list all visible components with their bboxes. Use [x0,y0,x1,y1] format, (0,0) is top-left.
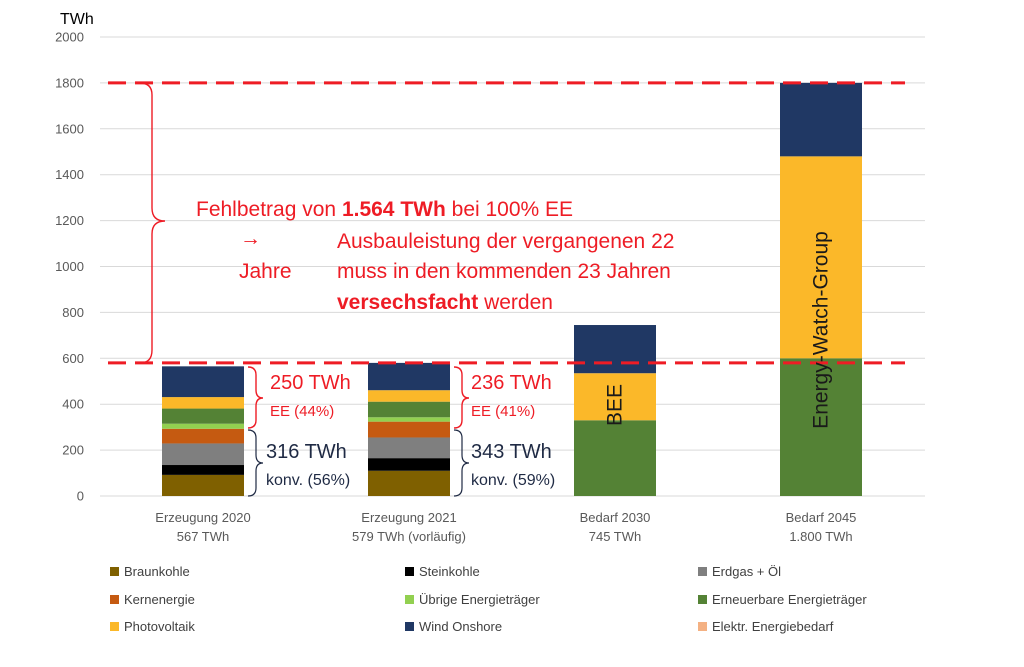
bars [162,82,862,496]
y-tick-label-1600: 1600 [55,121,84,136]
annotation-gap-line1-suffix: bei 100% EE [446,198,573,221]
legend-label-4: Übrige Energieträger [419,592,540,607]
legend-label-6: Photovoltaik [124,619,195,634]
legend-swatch-1 [405,567,414,576]
legend-label-5: Erneuerbare Energieträger [712,592,867,607]
x-category-label-0: Erzeugung 2020 [155,510,250,525]
bar-0-series-2 [162,443,244,466]
brace-ee-2020 [247,366,264,429]
bar-1-series-4 [368,417,450,422]
annotation-ee-2021-share: EE (41%) [471,403,535,420]
legend-label-8: Elektr. Energiebedarf [712,619,834,634]
annotation-ee-2020-value: 250 TWh [270,372,351,394]
bar-0-series-1 [162,465,244,475]
bar-labels: BEE Energy-Watch-Group [604,231,833,429]
brace-konv-2021 [453,429,470,497]
legend-label-3: Kernenergie [124,592,195,607]
annotation-gap-line1-prefix: Fehlbetrag von [196,198,342,221]
bar-0-series-0 [162,474,244,496]
bar-2-series-6 [574,373,656,421]
bar-label-0: BEE [604,384,627,426]
annotation-gap-line3: muss in den kommenden 23 Jahren [337,260,671,283]
legend-swatch-8 [698,622,707,631]
bar-0-series-5 [162,408,244,424]
y-tick-label-1400: 1400 [55,167,84,182]
legend-swatch-6 [110,622,119,631]
bar-3-series-6 [780,156,862,359]
annotation-konv-2021-value: 343 TWh [471,441,552,463]
legend-swatch-4 [405,595,414,604]
bar-0-series-7 [162,366,244,398]
bar-0-series-6 [162,397,244,409]
brace-gap [139,82,166,364]
legend-swatch-7 [405,622,414,631]
bar-1-series-5 [368,401,450,418]
bar-label-1: Energy-Watch-Group [810,231,833,429]
annotation-gap-line4-suffix: werden [478,291,553,314]
bar-1-series-1 [368,458,450,471]
annotation-gap-line2-end: Jahre [239,260,292,283]
y-axis: TWh 0 200 400 600 800 1000 1200 1400 1600 1800 200… [55,11,94,504]
annotation-gap-line1-bold: 1.564 TWh [342,198,446,221]
legend-swatch-2 [698,567,707,576]
bar-2-series-5 [574,420,656,496]
brace-ee-2021 [453,366,470,429]
x-category-sublabel-3: 1.800 TWh [789,529,852,544]
bar-1-series-2 [368,437,450,459]
annotation-konv-2020-share: konv. (56%) [266,472,350,489]
bar-2-series-7 [574,325,656,374]
annotation-gap-line4: versechsfacht werden [337,291,553,314]
annotation-gap-line1: Fehlbetrag von 1.564 TWh bei 100% EE [196,198,573,221]
x-axis-categories: Erzeugung 2020 567 TWh Erzeugung 2021 579 T… [155,510,856,544]
legend-label-0: Braunkohle [124,564,190,579]
annotation-ee-2021-value: 236 TWh [471,372,552,394]
legend-swatch-5 [698,595,707,604]
brace-konv-2020 [247,429,264,497]
legend-label-2: Erdgas + Öl [712,564,781,579]
legend: Braunkohle Steinkohle Erdgas + Öl Kernenerg… [110,564,867,634]
annotation-gap-line2: Ausbauleistung der vergangenen 22 [337,230,674,253]
annotation-ee-2020-share: EE (44%) [270,403,334,420]
y-tick-label-200: 200 [62,443,84,458]
bar-3-series-7 [780,82,862,157]
y-tick-label-800: 800 [62,305,84,320]
legend-swatch-3 [110,595,119,604]
reference-lines [108,81,905,365]
annotation-arrow: → [240,227,261,250]
y-tick-label-400: 400 [62,397,84,412]
x-category-label-3: Bedarf 2045 [786,510,857,525]
legend-label-1: Steinkohle [419,564,480,579]
annotation-gap-line4-bold: versechsfacht [337,291,478,314]
annotation-konv-2021-share: konv. (59%) [471,472,555,489]
bar-3-series-5 [780,358,862,496]
legend-swatch-0 [110,567,119,576]
annotation-konv-2020-value: 316 TWh [266,441,347,463]
bar-1-series-6 [368,390,450,402]
legend-label-7: Wind Onshore [419,619,502,634]
y-tick-label-0: 0 [77,489,84,504]
bar-0-series-4 [162,423,244,429]
x-category-label-1: Erzeugung 2021 [361,510,456,525]
bar-0-series-3 [162,428,244,444]
x-category-sublabel-2: 745 TWh [589,529,642,544]
y-tick-label-600: 600 [62,351,84,366]
x-category-sublabel-1: 579 TWh (vorläufig) [352,529,466,544]
x-category-sublabel-0: 567 TWh [177,529,230,544]
bar-1-series-7 [368,362,450,391]
y-tick-label-1200: 1200 [55,213,84,228]
bar-1-series-0 [368,470,450,496]
y-tick-label-1800: 1800 [55,75,84,90]
y-axis-unit-label: TWh [60,11,94,28]
x-category-label-2: Bedarf 2030 [580,510,651,525]
y-tick-label-1000: 1000 [55,259,84,274]
bar-1-series-3 [368,421,450,438]
y-tick-label-2000: 2000 [55,30,84,45]
